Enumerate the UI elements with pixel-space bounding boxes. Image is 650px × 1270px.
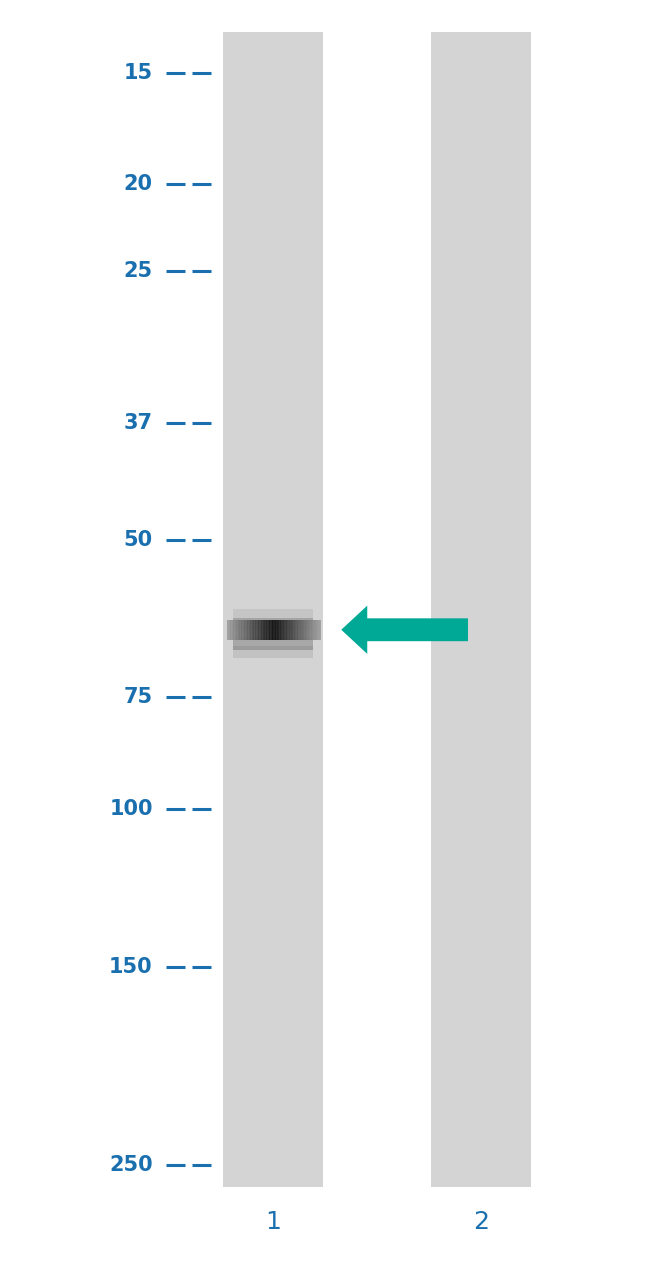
Bar bbox=[242, 620, 245, 640]
Bar bbox=[261, 620, 263, 640]
Bar bbox=[316, 620, 318, 640]
Bar bbox=[222, 32, 323, 1187]
Bar bbox=[274, 620, 276, 640]
Bar bbox=[247, 620, 250, 640]
Bar bbox=[302, 620, 304, 640]
Bar bbox=[285, 620, 287, 640]
Text: 100: 100 bbox=[109, 799, 153, 819]
Bar bbox=[309, 620, 312, 640]
Bar bbox=[233, 638, 313, 650]
Bar bbox=[278, 620, 281, 640]
Bar bbox=[280, 620, 282, 640]
Text: 75: 75 bbox=[124, 687, 153, 707]
Bar bbox=[283, 620, 285, 640]
Bar bbox=[257, 620, 259, 640]
Bar bbox=[296, 620, 298, 640]
Bar bbox=[286, 620, 289, 640]
Bar bbox=[313, 620, 315, 640]
Bar bbox=[311, 620, 313, 640]
Bar bbox=[250, 620, 253, 640]
Bar bbox=[249, 620, 251, 640]
Bar bbox=[288, 620, 290, 640]
Bar bbox=[233, 610, 313, 621]
Bar bbox=[430, 32, 532, 1187]
Bar bbox=[276, 620, 278, 640]
Bar bbox=[260, 620, 262, 640]
Bar bbox=[244, 620, 246, 640]
Bar bbox=[300, 620, 302, 640]
Text: 1: 1 bbox=[265, 1210, 281, 1233]
Bar bbox=[268, 620, 270, 640]
Bar bbox=[317, 620, 320, 640]
FancyArrow shape bbox=[341, 606, 468, 654]
Bar bbox=[277, 620, 279, 640]
Bar bbox=[230, 620, 232, 640]
Bar bbox=[304, 620, 306, 640]
Bar bbox=[258, 620, 261, 640]
Bar bbox=[294, 620, 296, 640]
Bar bbox=[315, 620, 317, 640]
Text: 25: 25 bbox=[124, 260, 153, 281]
Text: 150: 150 bbox=[109, 956, 153, 977]
Text: 37: 37 bbox=[124, 413, 153, 433]
Bar bbox=[238, 620, 240, 640]
Bar bbox=[233, 620, 235, 640]
Bar bbox=[266, 620, 268, 640]
Bar bbox=[289, 620, 292, 640]
Bar bbox=[233, 617, 313, 630]
Text: 250: 250 bbox=[109, 1154, 153, 1175]
Bar bbox=[297, 620, 300, 640]
Bar bbox=[231, 620, 234, 640]
Text: 20: 20 bbox=[124, 174, 153, 194]
Bar bbox=[272, 620, 274, 640]
Text: 50: 50 bbox=[124, 530, 153, 550]
Bar bbox=[292, 620, 294, 640]
Bar bbox=[239, 620, 242, 640]
Bar bbox=[241, 620, 243, 640]
Bar bbox=[229, 620, 231, 640]
Text: 2: 2 bbox=[473, 1210, 489, 1233]
Bar bbox=[237, 620, 239, 640]
Bar bbox=[255, 620, 257, 640]
Bar bbox=[308, 620, 310, 640]
Bar bbox=[269, 620, 271, 640]
Bar bbox=[307, 620, 309, 640]
Bar bbox=[299, 620, 301, 640]
Bar bbox=[270, 620, 273, 640]
Bar bbox=[235, 620, 237, 640]
Bar bbox=[305, 620, 307, 640]
Bar bbox=[227, 620, 229, 640]
Bar bbox=[254, 620, 255, 640]
Text: 15: 15 bbox=[124, 62, 153, 83]
Bar bbox=[252, 620, 254, 640]
Bar bbox=[246, 620, 248, 640]
Bar bbox=[263, 620, 265, 640]
Bar bbox=[291, 620, 293, 640]
Bar bbox=[281, 620, 284, 640]
Bar bbox=[319, 620, 321, 640]
Bar bbox=[265, 620, 266, 640]
Bar bbox=[233, 646, 313, 658]
